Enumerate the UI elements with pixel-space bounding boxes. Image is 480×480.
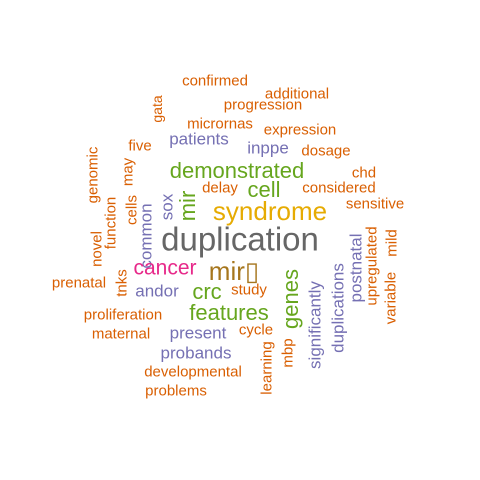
word-duplication: duplication: [161, 220, 319, 258]
word-mild: mild: [383, 229, 401, 257]
word-crc: crc: [192, 279, 222, 304]
word-duplications: duplications: [328, 263, 348, 353]
word-confirmed: confirmed: [182, 72, 248, 90]
word-novel: novel: [88, 231, 106, 267]
word-maternal: maternal: [91, 325, 151, 343]
word-genomic: genomic: [84, 146, 102, 204]
word-micrornas: micrornas: [187, 115, 253, 133]
word-cancer: cancer: [133, 256, 197, 280]
word-upregulated: upregulated: [363, 226, 381, 306]
word-delay: delay: [202, 179, 238, 197]
word-additional: additional: [264, 85, 330, 103]
word-tnks: tnks: [113, 269, 131, 297]
word-mbp: mbp: [279, 338, 297, 368]
word-developmental: developmental: [144, 363, 242, 381]
word-proliferation: proliferation: [83, 306, 163, 324]
word-five: five: [128, 137, 152, 155]
word-may: may: [119, 157, 137, 187]
word-dosage: dosage: [301, 142, 351, 160]
word-inppe: inppe: [247, 138, 289, 158]
word-variable: variable: [382, 271, 400, 325]
word-cell: cell: [247, 177, 281, 202]
word-chd: chd: [351, 164, 377, 182]
word-probands: probands: [160, 343, 232, 363]
word-problems: problems: [145, 382, 207, 400]
word-study: study: [231, 281, 267, 299]
word-demonstrated: demonstrated: [169, 158, 305, 183]
word-postnatal: postnatal: [346, 233, 366, 303]
word-progression: progression: [223, 96, 303, 114]
word-mir: mir: [175, 190, 200, 222]
word-syndrome: syndrome: [212, 196, 328, 226]
word-features: features: [189, 300, 269, 325]
word-mir: mir▯: [208, 256, 260, 286]
word-sensitive: sensitive: [345, 195, 405, 213]
word-gata: gata: [149, 95, 165, 123]
word-function: function: [102, 196, 120, 250]
word-present: present: [169, 323, 227, 343]
word-prenatal: prenatal: [51, 274, 107, 292]
word-genes: genes: [278, 269, 303, 329]
word-considered: considered: [302, 179, 376, 197]
word-significantly: significantly: [305, 281, 325, 369]
word-patients: patients: [169, 129, 229, 149]
word-cycle: cycle: [238, 321, 274, 339]
word-learning: learning: [258, 341, 276, 395]
word-sox: sox: [157, 193, 177, 221]
word-andor: andor: [135, 281, 179, 301]
word-expression: expression: [263, 121, 337, 139]
